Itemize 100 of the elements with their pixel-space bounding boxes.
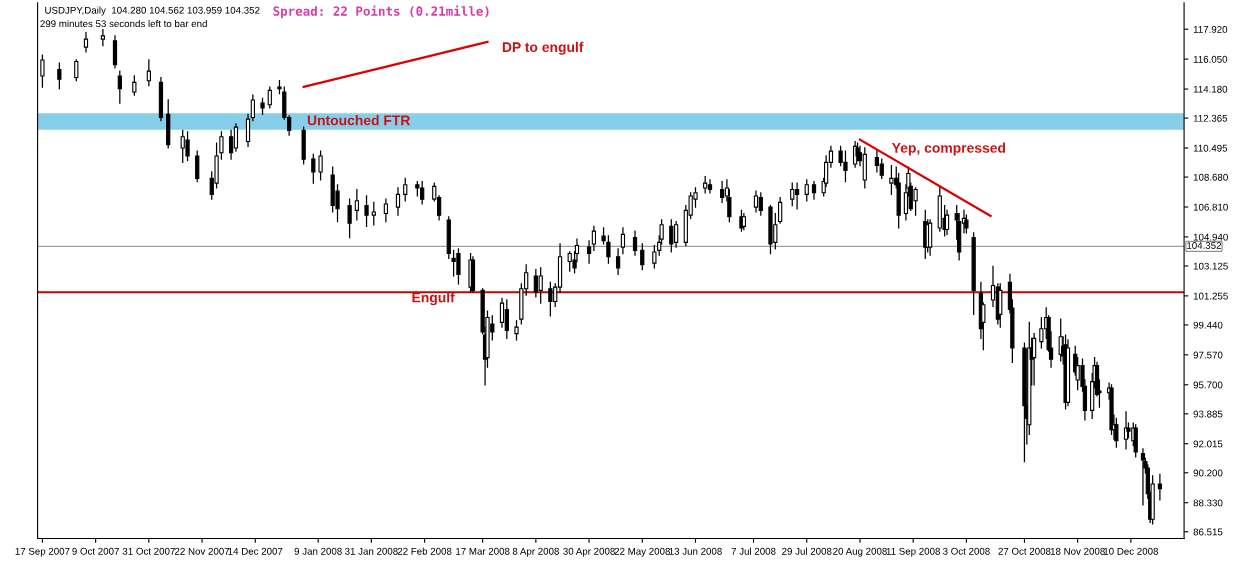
candlestick [707,179,713,194]
y-tick-label: 104.940 [1193,233,1228,241]
candlestick [250,94,255,122]
y-tick-label: 90.200 [1193,469,1223,477]
candlestick [913,187,918,216]
y-tick-label: 99.440 [1193,321,1223,329]
x-tick-label: 22 Nov 2007 [174,547,230,555]
y-tick-label: 117.920 [1193,25,1228,33]
candlestick [586,240,592,264]
candlestick [804,179,809,202]
candlestick [620,227,626,255]
x-tick-label: 22 May 2008 [614,547,670,557]
y-tick-label: 108.680 [1193,173,1228,181]
candlestick [318,150,323,181]
candlestick [514,320,519,341]
candlestick [669,219,674,253]
candlestick [40,54,45,88]
y-tick-label: 116.050 [1193,55,1228,63]
y-tick-label: 101.255 [1193,292,1228,300]
x-tick-label: 3 Oct 2008 [942,547,990,555]
y-tick-label: 110.495 [1193,144,1228,152]
x-tick-label: 17 Mar 2008 [456,547,510,555]
x-tick-label: 27 Oct 2008 [998,547,1051,555]
x-tick-label: 29 Jul 2008 [782,547,832,555]
candlestick [245,113,251,147]
candlestick [632,230,638,256]
candlestick [228,129,234,160]
candlestick [758,192,763,216]
x-tick-label: 9 Oct 2007 [72,547,119,555]
candlestick [652,244,657,269]
y-tick-label: 88.330 [1193,499,1223,507]
x-tick-label: 8 Apr 2008 [512,547,559,557]
y-tick-label: 92.015 [1193,440,1223,448]
x-tick-label: 9 Jan 2008 [294,547,342,555]
x-tick-label: 13 Jun 2008 [669,547,722,555]
candlestick [132,75,137,96]
candlestick [753,190,759,213]
candlestick [1039,316,1044,349]
x-tick-label: 10 Dec 2008 [1104,547,1159,555]
x-tick-label: 17 Sep 2007 [15,547,70,557]
candlestick [371,201,376,226]
candlestick [615,248,621,275]
annotation: DP to engulf [502,41,584,55]
y-tick-label: 95.700 [1193,381,1223,389]
x-tick-label: 11 Sep 2008 [886,547,940,557]
x-tick-label: 22 Feb 2008 [397,547,452,555]
candlestick [347,198,352,239]
candlestick [83,32,89,53]
candlestick [146,59,151,87]
candlestick [548,281,553,317]
candlestick [1157,473,1163,501]
candlestick [499,297,505,328]
y-tick-label: 112.365 [1193,114,1228,122]
candlestick [117,70,122,104]
candlestick [195,150,200,183]
candlestick [354,188,359,221]
y-tick-label: 93.885 [1193,410,1223,418]
candlestick [403,177,408,202]
candlestick [1114,417,1119,448]
candlestick [879,158,884,179]
annotation: Spread: 22 Points (0.21mille) [273,5,489,19]
y-tick-label: 114.180 [1193,85,1228,93]
candlestick [233,123,239,152]
x-tick-label: 30 Apr 2008 [563,547,615,557]
candlestick [504,299,509,339]
annotation: Yep, compressed [891,142,1006,156]
candlestick [267,86,272,109]
candlestick [778,196,783,224]
y-tick-label: 97.570 [1193,351,1223,359]
y-tick-label: 86.515 [1193,528,1223,536]
x-tick-label: 31 Jan 2008 [344,547,398,555]
candlestick [383,198,389,223]
candlestick [100,28,106,47]
candlestick [889,164,894,195]
x-tick-label: 31 Oct 2007 [122,547,175,555]
candlestick [538,267,543,304]
y-tick-label: 103.125 [1193,262,1228,270]
ref-line-label: Engulf [412,292,455,306]
x-tick-label: 14 Dec 2007 [228,547,283,555]
candlestick [74,59,79,82]
band-label: Untouched FTR [307,115,411,126]
candlestick [57,62,62,90]
x-tick-label: 18 Nov 2008 [1050,547,1105,555]
candlestick [591,225,597,251]
candlestick [794,182,800,210]
ref-line-label: 104.352 [1187,242,1222,249]
x-tick-label: 20 Aug 2008 [833,547,887,557]
candlestick [811,180,817,200]
candlestick [219,131,224,160]
x-tick-label: 7 Jul 2008 [731,547,776,555]
y-tick-label: 106.810 [1193,203,1228,211]
candlestick [790,182,795,207]
candlestick [874,148,880,173]
candlestick [606,235,611,264]
chart-title: USDJPY,Daily 104.280 104.562 103.959 104.352 [45,6,260,16]
candlestick [640,243,645,271]
text: 299 minutes 53 seconds left to bar end [40,19,207,28]
candlestick [311,153,316,184]
candlestick [364,195,369,227]
candlestick [719,180,725,203]
